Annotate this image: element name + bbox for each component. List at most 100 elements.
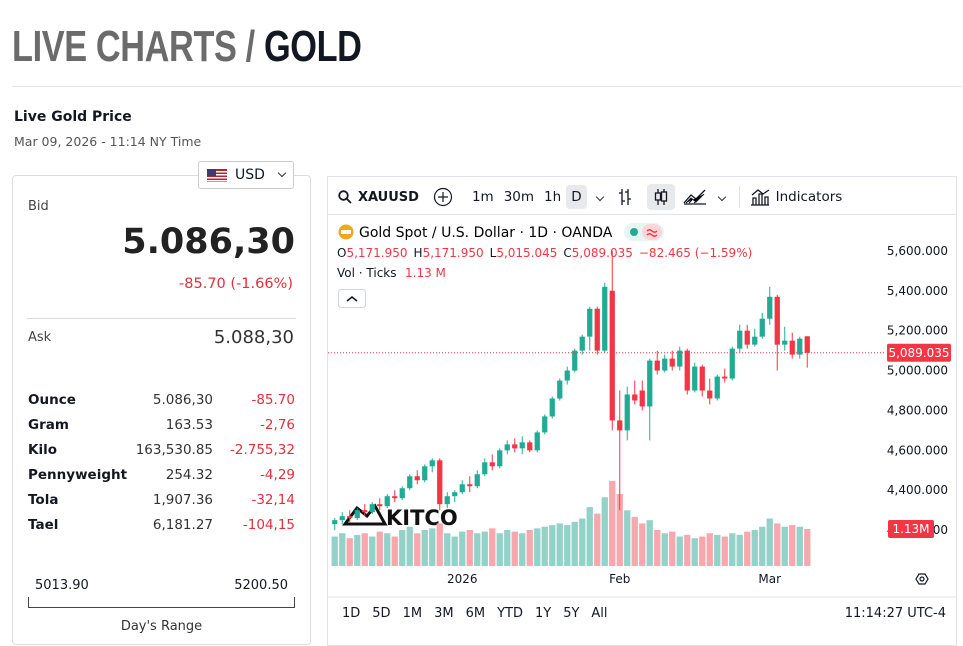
candle-body <box>647 360 653 407</box>
ohlc-letter: C <box>563 246 571 260</box>
indicators-button[interactable]: Indicators <box>775 189 843 205</box>
range-button[interactable]: 1M <box>402 606 423 621</box>
y-tick-label: 5,400.000 <box>887 284 948 298</box>
range-button[interactable]: YTD <box>497 606 523 621</box>
volume-bar <box>526 529 533 566</box>
unit-price: 163,530.85 <box>135 442 213 458</box>
volume-bar <box>759 526 766 566</box>
candle-body <box>482 462 488 475</box>
unit-price: 6,181.27 <box>152 517 213 533</box>
volume-bar <box>376 531 383 566</box>
candle-body <box>729 348 735 379</box>
candle-body <box>497 450 503 467</box>
candle-body <box>347 516 353 519</box>
candle-body <box>474 474 480 487</box>
interval-button[interactable]: 1h <box>544 189 562 205</box>
range-button[interactable]: All <box>591 606 608 621</box>
candle-body <box>632 394 638 401</box>
candle-body <box>542 416 548 433</box>
candle-body <box>362 510 368 513</box>
interval-button[interactable]: 30m <box>503 189 535 205</box>
range-button[interactable]: 5D <box>372 606 391 621</box>
candle-body <box>587 308 593 337</box>
divider <box>328 214 956 215</box>
y-tick-label: 5,200.000 <box>887 324 948 338</box>
x-tick-label: 2026 <box>447 572 478 586</box>
volume-bar <box>586 507 593 566</box>
candle-body <box>759 318 765 337</box>
candle-body <box>804 336 810 353</box>
volume-bar <box>504 529 511 566</box>
candle-body <box>572 350 578 371</box>
volume-bar <box>391 536 398 566</box>
ohlc-letter: O <box>337 246 346 260</box>
candle-body <box>782 340 788 345</box>
candle-body <box>767 296 773 319</box>
candle-body <box>594 308 600 351</box>
range-button[interactable]: 1D <box>342 606 361 621</box>
unit-price: 163.53 <box>165 417 213 433</box>
y-tick-label: 4,800.000 <box>887 403 948 417</box>
last-volume-tag <box>888 520 934 539</box>
unit-change: -4,29 <box>260 467 295 483</box>
candles-icon[interactable] <box>646 184 675 210</box>
timestamp: Mar 09, 2026 - 11:14 NY Time <box>14 134 202 149</box>
symbol[interactable]: XAUUSD <box>358 189 419 205</box>
volume-bar <box>796 526 803 566</box>
candle-body <box>752 336 758 345</box>
volume-bar <box>466 529 473 566</box>
volume-bar <box>556 523 563 566</box>
range-button[interactable]: 1Y <box>534 606 552 621</box>
divider <box>27 318 296 319</box>
interval-button[interactable]: D <box>566 185 587 209</box>
area-icon[interactable] <box>683 189 707 205</box>
range-button[interactable]: 5Y <box>563 606 580 621</box>
candle-body <box>467 484 473 487</box>
volume-bar <box>781 526 788 566</box>
indicators-icon[interactable] <box>750 188 770 206</box>
unit-change: -85.70 <box>251 392 295 408</box>
volume-bar <box>459 531 466 566</box>
volume-bar <box>421 529 428 566</box>
unit-price: 5.086,30 <box>152 392 213 408</box>
candles-glyph <box>654 189 667 205</box>
range-button[interactable]: 3M <box>434 606 454 621</box>
candle-body <box>399 488 405 499</box>
volume-bar <box>406 526 413 566</box>
candle-body <box>684 350 690 391</box>
unit-name: Gram <box>28 417 69 433</box>
settings-icon[interactable] <box>915 573 929 585</box>
ohlc-letter: L <box>490 246 497 260</box>
clock: 11:14:27 UTC-4 <box>844 606 946 621</box>
currency-select[interactable]: USD <box>198 161 294 189</box>
volume-title: Vol · Ticks <box>337 266 397 280</box>
search-icon[interactable] <box>338 190 352 204</box>
candle-body <box>602 286 608 351</box>
volume-bar <box>451 536 458 566</box>
page-title: LIVE CHARTS / GOLD <box>12 22 362 72</box>
ask-price: 5.088,30 <box>213 327 294 348</box>
volume-bar <box>369 536 376 566</box>
range-button[interactable]: 6M <box>465 606 486 621</box>
unit-change: -2,76 <box>260 417 295 433</box>
volume-bar <box>519 533 526 566</box>
unit-name: Kilo <box>28 442 57 458</box>
last-volume-label: 1.13M <box>892 522 929 536</box>
volume-bar <box>339 533 346 566</box>
candle-body <box>437 460 443 505</box>
candle-body <box>624 394 630 431</box>
y-tick-label: 5,600.000 <box>887 244 948 258</box>
compare-button[interactable] <box>433 187 453 207</box>
unit-name: Tael <box>28 517 59 533</box>
bars-icon[interactable] <box>617 188 633 206</box>
candle-body <box>677 350 683 367</box>
candle-body <box>332 520 338 525</box>
volume-bar <box>729 533 736 566</box>
candle-body <box>549 398 555 417</box>
unit-change: -32,14 <box>251 492 295 508</box>
volume-bar <box>436 523 443 566</box>
candle-body <box>557 380 563 399</box>
collapse-button[interactable] <box>338 289 366 308</box>
ohlc-change: −82.465 (−1.59%) <box>639 246 752 260</box>
interval-button[interactable]: 1m <box>471 189 494 205</box>
